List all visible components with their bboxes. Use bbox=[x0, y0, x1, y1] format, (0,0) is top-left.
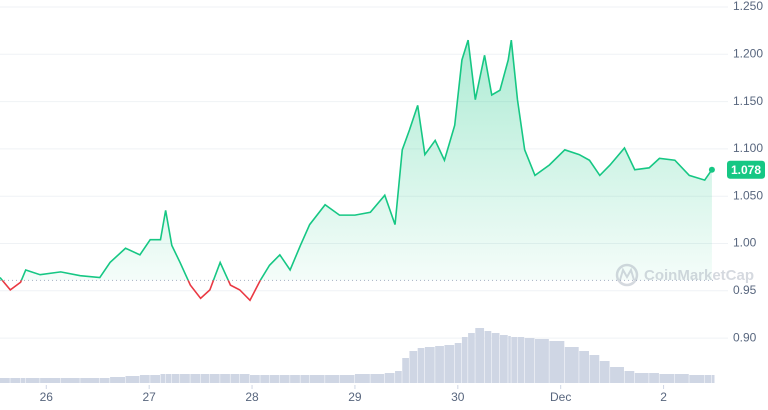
x-tick-label: 27 bbox=[142, 390, 156, 404]
volume-bar bbox=[491, 333, 500, 383]
volume-bar bbox=[444, 345, 455, 383]
volume-bar bbox=[468, 333, 475, 383]
volume-bar bbox=[160, 374, 166, 383]
volume-bar bbox=[25, 378, 40, 383]
volume-bar bbox=[475, 328, 485, 383]
volume-bar bbox=[549, 341, 565, 383]
volume-bar bbox=[339, 375, 355, 383]
x-tick-label: Dec bbox=[550, 390, 571, 404]
volume-bar bbox=[395, 371, 402, 383]
volume-bar bbox=[511, 337, 517, 383]
watermark-text: CoinMarketCap bbox=[644, 267, 754, 284]
y-tick-label: 1.00 bbox=[733, 236, 757, 250]
y-tick-label: 0.95 bbox=[733, 283, 757, 297]
volume-bar bbox=[564, 347, 579, 383]
volume-bar bbox=[249, 375, 260, 383]
volume-bar bbox=[80, 378, 100, 383]
volume-bar bbox=[40, 378, 61, 383]
volume-bar bbox=[150, 375, 160, 383]
volume-bar bbox=[659, 374, 675, 383]
volume-bar bbox=[674, 374, 689, 383]
volume-bar bbox=[454, 343, 462, 383]
y-tick-label: 0.90 bbox=[733, 330, 757, 344]
volume-bar bbox=[534, 339, 549, 383]
volume-bar bbox=[200, 374, 210, 383]
y-tick-label: 1.100 bbox=[733, 141, 763, 155]
volume-bar bbox=[354, 374, 370, 383]
price-tag bbox=[727, 160, 765, 179]
volume-bar bbox=[325, 375, 339, 383]
y-tick-label: 1.200 bbox=[733, 46, 763, 60]
volume-bar bbox=[409, 351, 418, 383]
volume-bar bbox=[110, 377, 126, 383]
volume-bar bbox=[461, 337, 468, 383]
volume-bar bbox=[171, 374, 180, 383]
volume-bar bbox=[711, 375, 715, 383]
volume-bar bbox=[370, 374, 385, 383]
volume-bar bbox=[0, 378, 10, 383]
volume-bar bbox=[269, 375, 280, 383]
volume-bar bbox=[589, 355, 600, 383]
x-tick-label: 2 bbox=[660, 390, 667, 404]
volume-bar bbox=[209, 374, 220, 383]
volume-bar bbox=[60, 378, 80, 383]
volume-bar bbox=[579, 351, 589, 383]
volume-bar bbox=[499, 335, 508, 383]
volume-bar bbox=[508, 336, 511, 383]
volume-bar bbox=[417, 348, 425, 383]
price-line-up bbox=[0, 39, 713, 281]
y-tick-label: 1.150 bbox=[733, 94, 763, 108]
volume-bar bbox=[517, 337, 525, 383]
volume-bar bbox=[239, 374, 250, 383]
volume-bar bbox=[384, 373, 395, 383]
volume-bar bbox=[634, 373, 649, 383]
volume-bar bbox=[704, 375, 712, 383]
volume-bar bbox=[20, 378, 26, 383]
volume-bar bbox=[484, 331, 492, 383]
volume-bar bbox=[10, 378, 21, 383]
price-area bbox=[0, 40, 712, 281]
volume-bar bbox=[230, 374, 240, 383]
volume-bar bbox=[624, 371, 635, 383]
x-tick-label: 28 bbox=[245, 390, 259, 404]
volume-bar bbox=[99, 378, 110, 383]
volume-bar bbox=[435, 346, 444, 383]
x-tick-label: 29 bbox=[348, 390, 362, 404]
watermark: CoinMarketCap bbox=[615, 263, 754, 287]
volume-bar bbox=[524, 338, 535, 383]
volume-bar bbox=[290, 375, 300, 383]
volume-bar bbox=[125, 376, 140, 383]
last-point bbox=[708, 166, 715, 173]
x-tick-label: 26 bbox=[40, 390, 54, 404]
price-tag-label: 1.078 bbox=[731, 163, 761, 177]
x-tick-label: 30 bbox=[451, 390, 465, 404]
volume-bar bbox=[599, 361, 610, 383]
volume-bar bbox=[220, 374, 230, 383]
volume-bar bbox=[309, 375, 325, 383]
volume-bar bbox=[180, 374, 190, 383]
volume-bar bbox=[424, 347, 435, 383]
volume-bar bbox=[260, 375, 270, 383]
volume-bar bbox=[165, 374, 172, 383]
volume-bar bbox=[300, 375, 310, 383]
volume-bar bbox=[649, 373, 659, 383]
volume-bar bbox=[190, 374, 201, 383]
volume-bar bbox=[279, 375, 290, 383]
volume-bar bbox=[689, 375, 705, 383]
volume-bar bbox=[610, 367, 624, 383]
y-tick-label: 1.050 bbox=[733, 188, 763, 202]
volume-bar bbox=[139, 375, 150, 383]
y-tick-label: 1.250 bbox=[733, 0, 763, 13]
volume-bar bbox=[402, 358, 409, 383]
